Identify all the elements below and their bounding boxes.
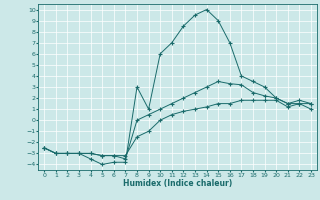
X-axis label: Humidex (Indice chaleur): Humidex (Indice chaleur) — [123, 179, 232, 188]
